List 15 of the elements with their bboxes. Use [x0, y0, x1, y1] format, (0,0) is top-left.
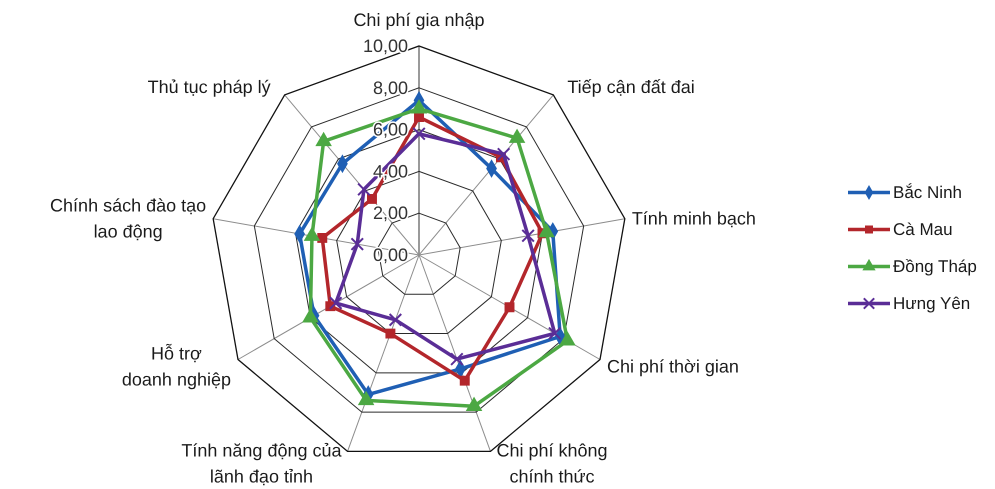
- spoke-label: Chính sách đào tạo lao động: [50, 196, 206, 242]
- legend-label: Cà Mau: [893, 220, 953, 239]
- legend-label: Hưng Yên: [893, 294, 970, 313]
- spoke-label: Chi phí gia nhập: [353, 10, 485, 30]
- legend-label: Bắc Ninh: [893, 183, 962, 202]
- y-tick-label: 8,00: [372, 78, 408, 98]
- spoke-label: Chi phí thời gian: [607, 356, 739, 376]
- spoke-label: Hỗ trợ doanh nghiệp: [122, 344, 231, 390]
- spoke-label: Tiếp cận đất đai: [567, 76, 695, 97]
- spoke-label: Tính minh bạch: [632, 208, 756, 229]
- spoke-label: Thủ tục pháp lý: [148, 76, 271, 97]
- spoke-label: Chi phí không chính thức: [496, 440, 608, 486]
- legend-label: Đồng Tháp: [893, 257, 977, 276]
- spoke-label: Tính năng động của lãnh đạo tỉnh: [181, 440, 342, 486]
- y-tick-label: 10,00: [362, 36, 408, 56]
